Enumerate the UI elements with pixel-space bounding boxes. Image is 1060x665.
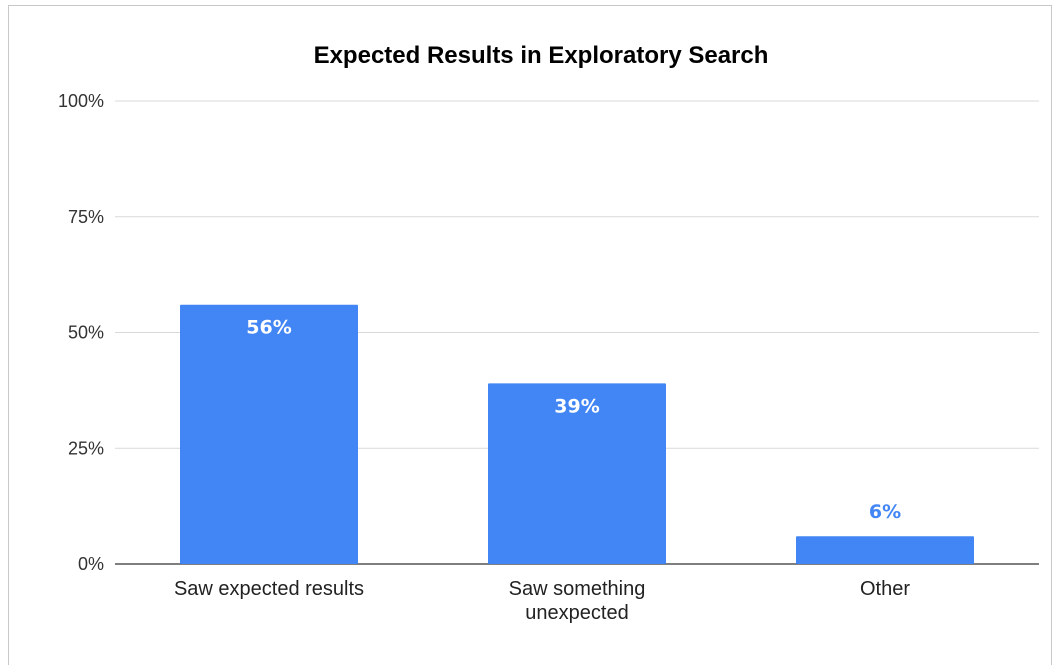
bar (488, 383, 666, 564)
bar-chart: Expected Results in Exploratory Search 0… (58, 42, 1039, 624)
chart-title: Expected Results in Exploratory Search (314, 42, 769, 69)
y-axis-ticks: 0% 25% 50% 75% 100% (58, 91, 104, 574)
x-axis-ticks: Saw expected results Saw somethingunexpec… (174, 578, 910, 624)
x-tick-label: Saw something (509, 578, 646, 600)
x-tick-label: Other (860, 578, 910, 600)
bar (796, 536, 974, 564)
data-label: 6% (869, 501, 901, 523)
y-tick-label: 0% (78, 554, 104, 574)
x-tick-label: unexpected (525, 602, 628, 624)
chart-frame: Expected Results in Exploratory Search 0… (8, 5, 1052, 665)
bars (180, 304, 974, 564)
data-label: 56% (246, 317, 291, 339)
y-tick-label: 25% (68, 438, 104, 458)
y-tick-label: 100% (58, 91, 104, 111)
y-tick-label: 50% (68, 323, 104, 343)
x-tick-label: Saw expected results (174, 578, 364, 600)
y-tick-label: 75% (68, 207, 104, 227)
bar (180, 304, 358, 564)
data-label: 39% (554, 395, 599, 417)
data-labels: 56% 39% 6% (246, 317, 901, 523)
